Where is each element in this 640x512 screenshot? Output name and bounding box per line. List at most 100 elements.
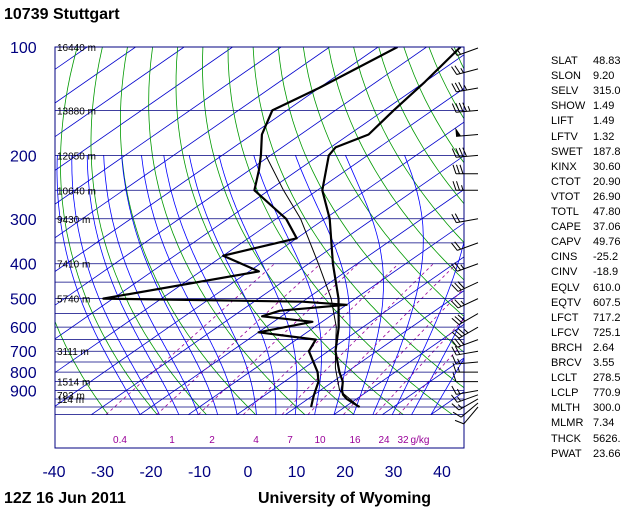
index-key: LCLT (551, 372, 578, 385)
isotherm-line (55, 47, 282, 205)
index-value: 48.83 (593, 55, 621, 67)
index-key: LCLP (551, 387, 579, 400)
wind-barb (451, 394, 479, 403)
height-label: 16440 m (57, 43, 96, 54)
wind-barb (455, 127, 479, 137)
wind-barb (451, 385, 479, 395)
mixing-ratio-label: 7 (287, 435, 293, 446)
sounding-traces (102, 47, 462, 408)
height-label: 10640 m (57, 186, 96, 197)
dry-adiabat-line (302, 47, 464, 317)
index-value: 725.1 (593, 326, 621, 339)
pressure-tick-label: 100 (10, 40, 37, 57)
mixing-ratio-label: 16 (349, 435, 361, 446)
index-value: 5626. (593, 432, 621, 445)
mixing-ratio-label: 1 (169, 435, 175, 446)
index-key: SLAT (551, 55, 578, 67)
index-key: THCK (551, 432, 581, 445)
temperature-tick-label: -20 (139, 464, 162, 481)
moist-adiabat-line (372, 155, 424, 415)
index-key: BRCV (551, 357, 582, 369)
moist-adiabat-line (345, 155, 384, 415)
dry-adiabat-line (120, 47, 256, 415)
dewpoint-trace (102, 47, 399, 408)
index-key: SELV (551, 85, 579, 98)
dry-adiabat-line (328, 47, 464, 281)
moist-adiabat-line (391, 240, 464, 415)
index-value: 7.34 (593, 417, 615, 430)
dry-adiabat-line (277, 47, 464, 353)
mixing-ratio-line (105, 263, 275, 415)
index-value: 187.8 (593, 145, 621, 158)
pressure-tick-label: 800 (10, 365, 37, 382)
dry-adiabat-line (60, 47, 158, 415)
height-label: 793 m (57, 391, 85, 402)
isotherm-line (55, 47, 233, 171)
index-value: 1.49 (593, 100, 615, 113)
dry-adiabat-line (630, 47, 640, 415)
mixing-ratio-label: 10 (314, 435, 326, 446)
moist-adiabat-line (253, 155, 322, 415)
index-value: 770.9 (593, 387, 621, 400)
mixing-ratio-label: 24 (378, 435, 390, 446)
dry-adiabat-line (55, 320, 109, 415)
moist-adiabat-line (103, 155, 199, 415)
isotherm-line (236, 256, 464, 415)
isotherm-line (285, 290, 464, 415)
wind-barb (451, 355, 479, 365)
wind-barb (451, 298, 479, 309)
wind-barb (451, 337, 479, 348)
index-key: VTOT (551, 190, 581, 203)
index-value: -25.2 (593, 251, 619, 264)
wind-barb (451, 398, 479, 411)
dry-adiabat-line (175, 47, 355, 415)
index-value: 23.66 (593, 447, 621, 460)
wind-barb (451, 241, 479, 251)
index-value: 47.80 (593, 206, 621, 218)
temperature-tick-label: 30 (385, 464, 403, 481)
isobar-lines (55, 46, 464, 416)
mixing-ratio-line (307, 263, 457, 415)
index-value: 37.06 (593, 221, 621, 234)
moist-adiabat-line (430, 357, 464, 415)
height-label: 9430 m (57, 215, 90, 226)
index-key: CAPV (551, 236, 581, 249)
index-value: 717.2 (593, 311, 621, 324)
dry-adiabat-line (201, 47, 404, 415)
wind-barb (451, 326, 479, 339)
mixing-ratio-label: 4 (253, 435, 259, 446)
index-value: 20.90 (593, 175, 621, 188)
height-label: 13880 m (57, 106, 96, 117)
index-key: MLMR (551, 417, 584, 430)
moist-adiabat-line (411, 316, 464, 415)
moist-adiabat-line (86, 155, 180, 415)
wind-barb (454, 406, 479, 425)
index-key: EQTV (551, 296, 581, 309)
height-label: 12050 m (57, 151, 96, 162)
isotherm-line (55, 47, 185, 138)
index-value: 26.90 (593, 190, 621, 203)
isotherm-line (55, 47, 427, 306)
dry-adiabat-line (378, 47, 464, 205)
mixing-ratio-line (375, 318, 464, 415)
pressure-tick-label: 500 (10, 292, 37, 309)
height-label: 7410 m (57, 260, 90, 271)
index-key: EQLV (551, 281, 580, 294)
dry-adiabat-line (252, 47, 464, 389)
mixing-ratio-label: 2 (209, 435, 215, 446)
index-value: 9.20 (593, 70, 615, 83)
index-value: 315.0 (593, 85, 621, 98)
isotherm-line (55, 87, 464, 374)
height-label: 114 m (57, 395, 84, 406)
index-value: 1.32 (593, 130, 615, 143)
index-key: TOTL (551, 206, 579, 218)
wind-barb (452, 181, 478, 191)
parcel-trace (265, 155, 360, 408)
wind-barb (451, 262, 479, 272)
index-value: 300.0 (593, 402, 621, 415)
mixing-ratio-label: 0.4 (113, 435, 127, 446)
index-value: 3.55 (593, 357, 615, 369)
mixing-ratio-label: g/kg (411, 435, 430, 446)
